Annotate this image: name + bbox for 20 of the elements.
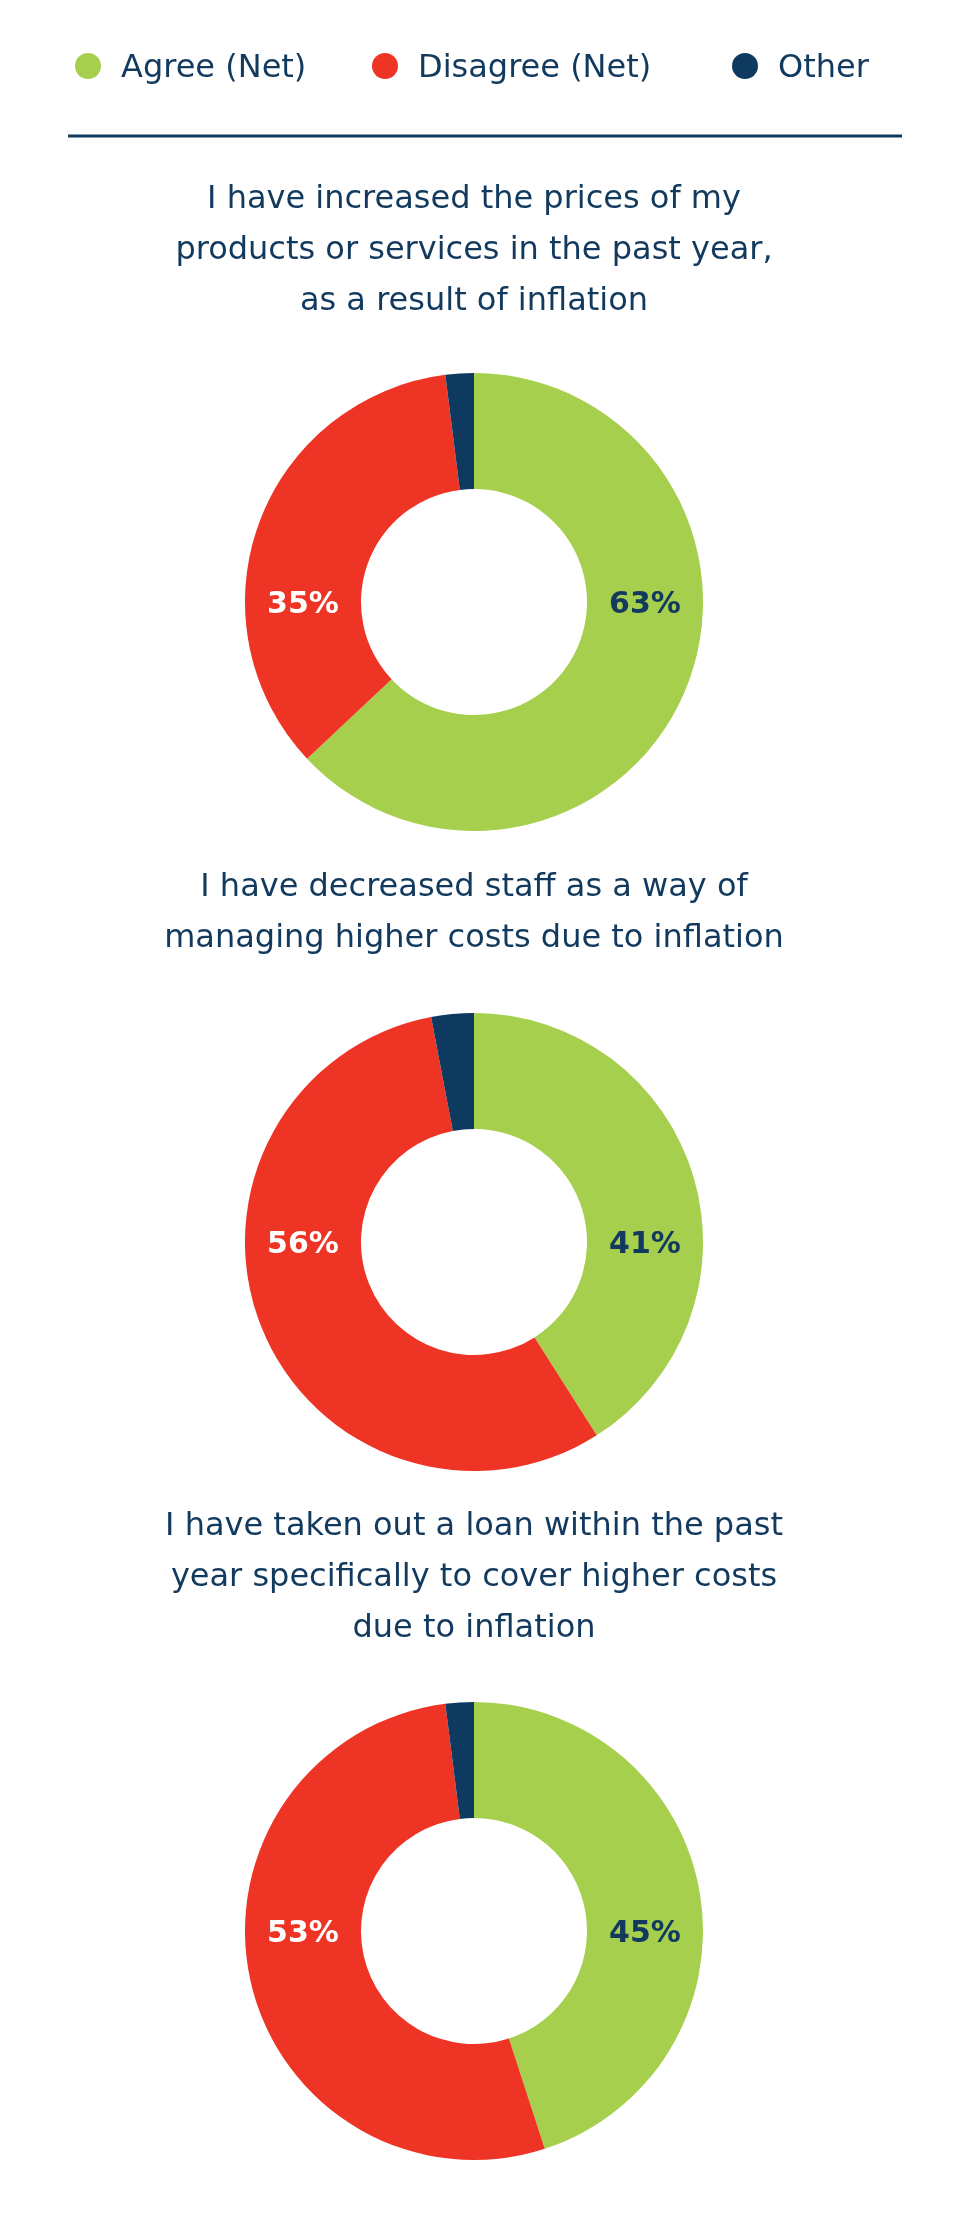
donut-slice — [474, 1013, 703, 1436]
data-label: 56% — [267, 1224, 339, 1260]
text: I have increased the prices of my products or services in the past year, as a result of inflation — [175, 178, 773, 318]
donut-slice — [245, 1703, 545, 2160]
chart-title: I have taken out a loan within the past year specifically to cover higher costs due to inflation — [165, 1505, 783, 1645]
data-label: 63% — [609, 584, 681, 620]
chart-title: I have decreased staff as a way of managing higher costs due to inflation — [164, 866, 784, 955]
donut-slice — [445, 1702, 474, 1819]
data-label: 41% — [609, 1224, 681, 1260]
donut-slice — [445, 373, 474, 490]
donut-slice — [245, 1017, 597, 1471]
legend-label: Disagree (Net) — [418, 47, 652, 86]
legend-label: Other — [778, 47, 870, 86]
data-label: 45% — [609, 1913, 681, 1949]
donut-slice — [474, 1702, 703, 2149]
legend-label: Agree (Net) — [121, 47, 307, 86]
donut-slice — [431, 1013, 474, 1131]
data-label: 35% — [267, 584, 339, 620]
donut-slice — [245, 374, 460, 759]
data-label: 53% — [267, 1913, 339, 1949]
